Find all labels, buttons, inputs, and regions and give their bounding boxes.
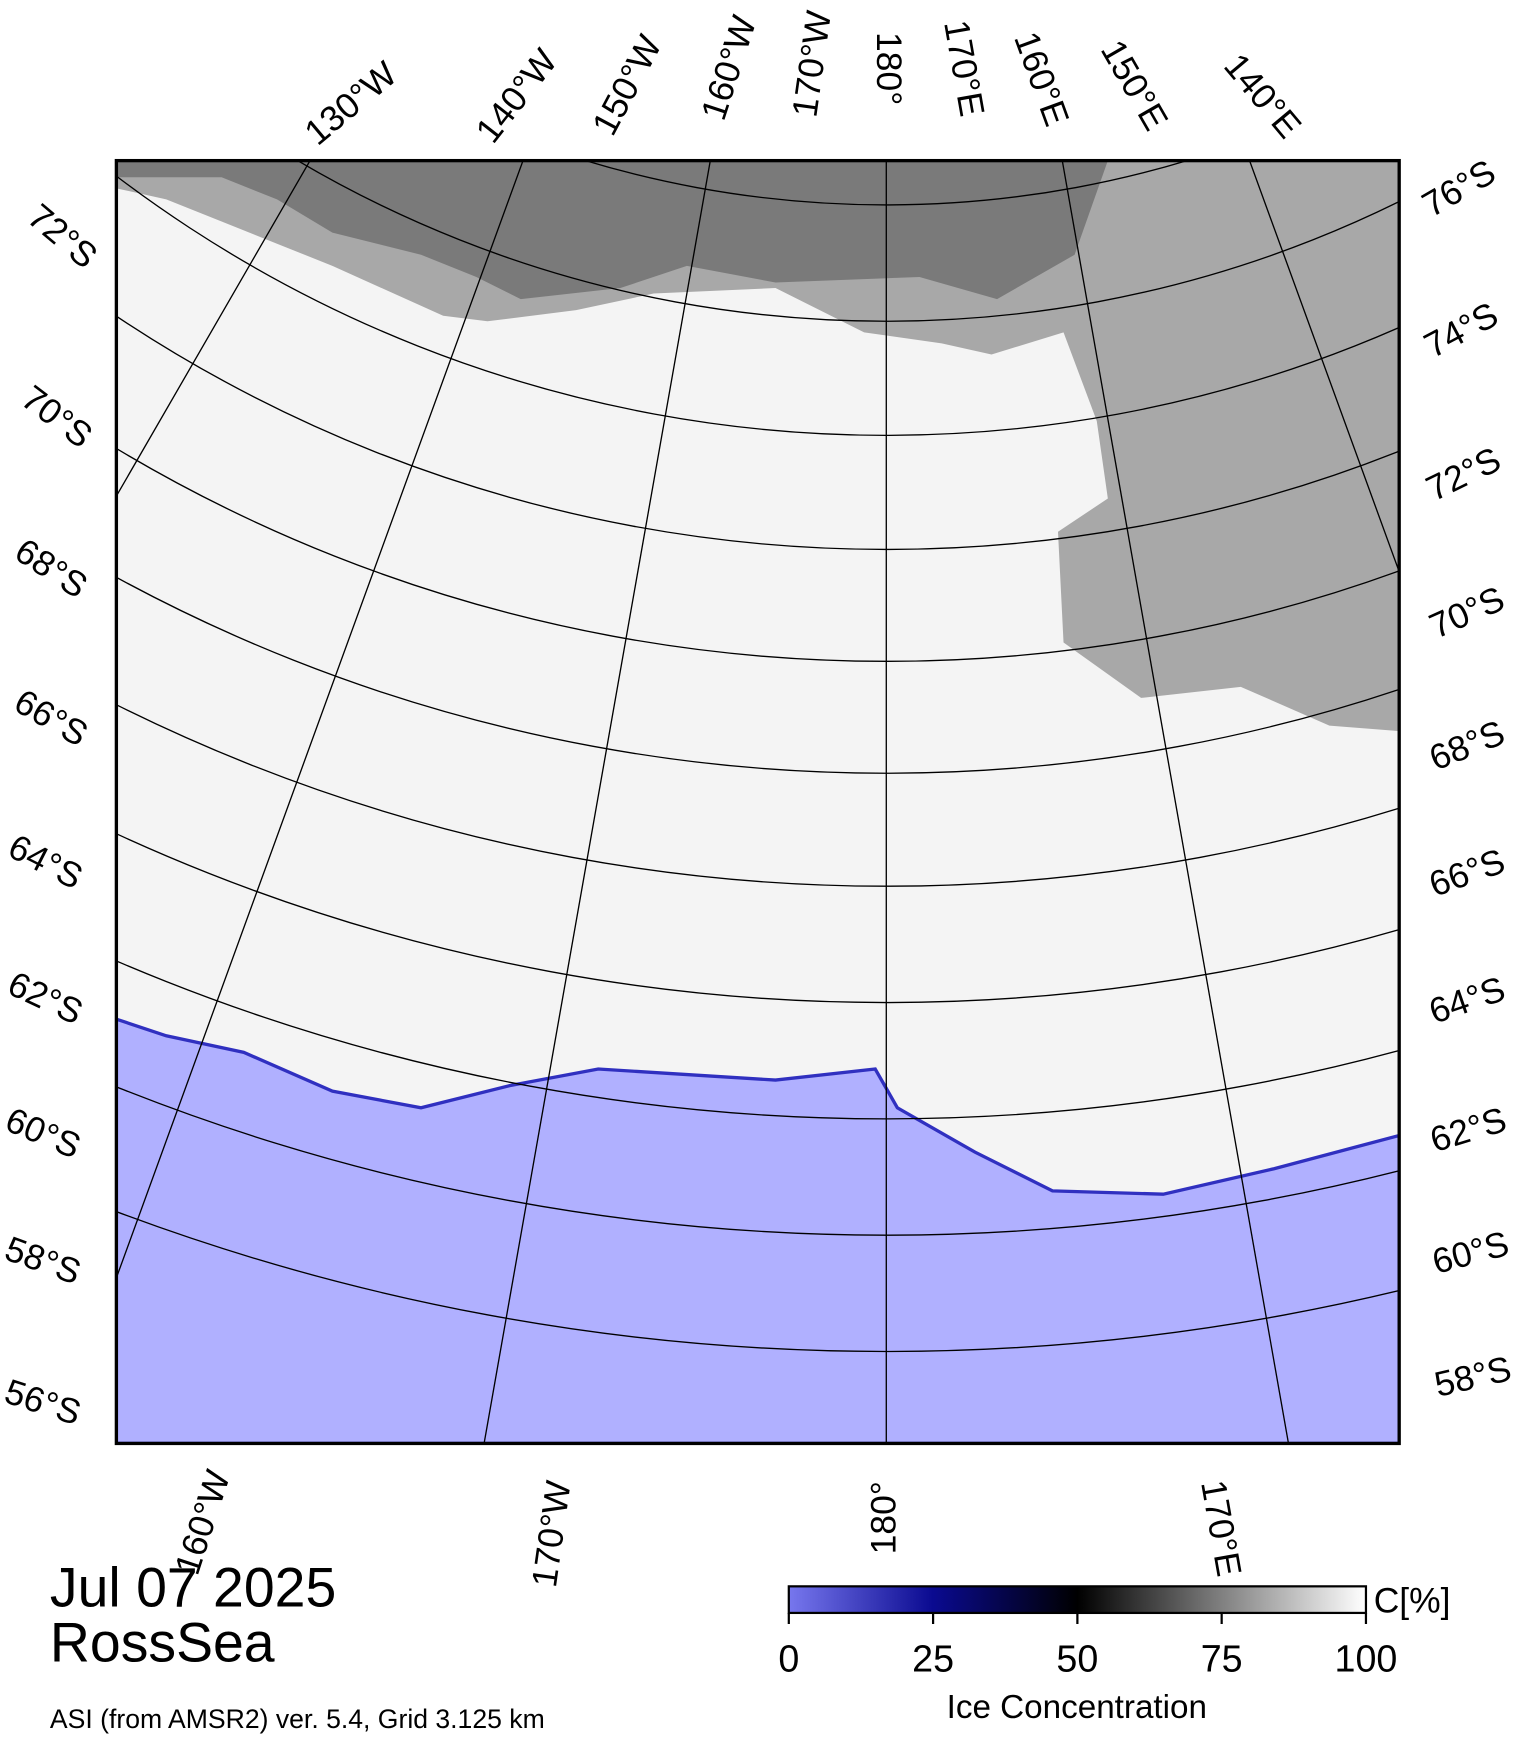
coordinate-label: 68°S: [8, 530, 95, 606]
coordinate-label: 60°S: [1428, 1223, 1513, 1282]
coordinate-label: 150°E: [1093, 33, 1176, 137]
coordinate-label: 140°E: [1216, 46, 1309, 146]
coordinate-label: 72°S: [20, 196, 105, 276]
colorbar-label: Ice Concentration: [947, 1689, 1207, 1726]
longitude-line: [1061, 160, 1290, 1444]
coordinate-label: 58°S: [1431, 1348, 1515, 1404]
colorbar-tick-label: 75: [1201, 1638, 1243, 1680]
longitude-line: [116, 160, 524, 1280]
longitude-line: [1248, 160, 1400, 574]
colorbar: [787, 1585, 1368, 1615]
coordinate-label: 130°W: [297, 53, 405, 153]
coordinate-label: 150°W: [584, 28, 670, 142]
coordinate-label: 170°W: [784, 8, 839, 120]
coordinate-label: 140°W: [468, 41, 566, 150]
coordinate-label: 70°S: [1423, 578, 1510, 646]
coordinate-label: 170°E: [1193, 1477, 1249, 1579]
coordinate-label: 180°: [864, 1481, 904, 1554]
coordinate-label: 68°S: [1424, 712, 1511, 778]
land: [116, 160, 1400, 732]
longitude-line: [116, 160, 311, 498]
colorbar-unit: C[%]: [1374, 1580, 1451, 1620]
coordinate-label: 70°S: [14, 377, 100, 455]
source: ASI (from AMSR2) ver. 5.4, Grid 3.125 km: [50, 1704, 545, 1734]
coordinate-label: 72°S: [1420, 439, 1507, 509]
coordinate-label: 74°S: [1418, 294, 1505, 366]
coordinate-label: 170°W: [524, 1478, 579, 1590]
colorbar-tick-label: 0: [778, 1638, 799, 1680]
coordinate-label: 56°S: [0, 1371, 86, 1433]
colorbar-tick-label: 25: [912, 1638, 954, 1680]
coordinate-label: 66°S: [1424, 841, 1510, 905]
coordinate-label: 62°S: [1425, 1099, 1511, 1160]
colorbar-tick-label: 50: [1056, 1638, 1098, 1680]
date: Jul 07 2025: [50, 1556, 336, 1618]
coordinate-label: 64°S: [2, 826, 89, 897]
coordinate-label: 64°S: [1424, 969, 1510, 1032]
ice-shelf: [116, 160, 1108, 300]
coordinate-label: 160°W: [693, 10, 764, 124]
coordinate-label: 58°S: [0, 1228, 86, 1292]
coordinate-label: 160°E: [1006, 26, 1077, 131]
coordinate-label: 76°S: [1415, 152, 1502, 225]
region: RossSea: [50, 1612, 275, 1674]
colorbar-tick-label: 100: [1335, 1638, 1398, 1680]
coordinate-label: 60°S: [0, 1100, 87, 1167]
coordinate-label: 170°E: [936, 17, 992, 119]
coordinate-label: 66°S: [8, 681, 95, 754]
coordinate-label: 62°S: [2, 963, 89, 1032]
coordinate-label: 180°: [869, 32, 909, 105]
longitude-line: [483, 160, 711, 1444]
map-frame: [114, 158, 1401, 1446]
